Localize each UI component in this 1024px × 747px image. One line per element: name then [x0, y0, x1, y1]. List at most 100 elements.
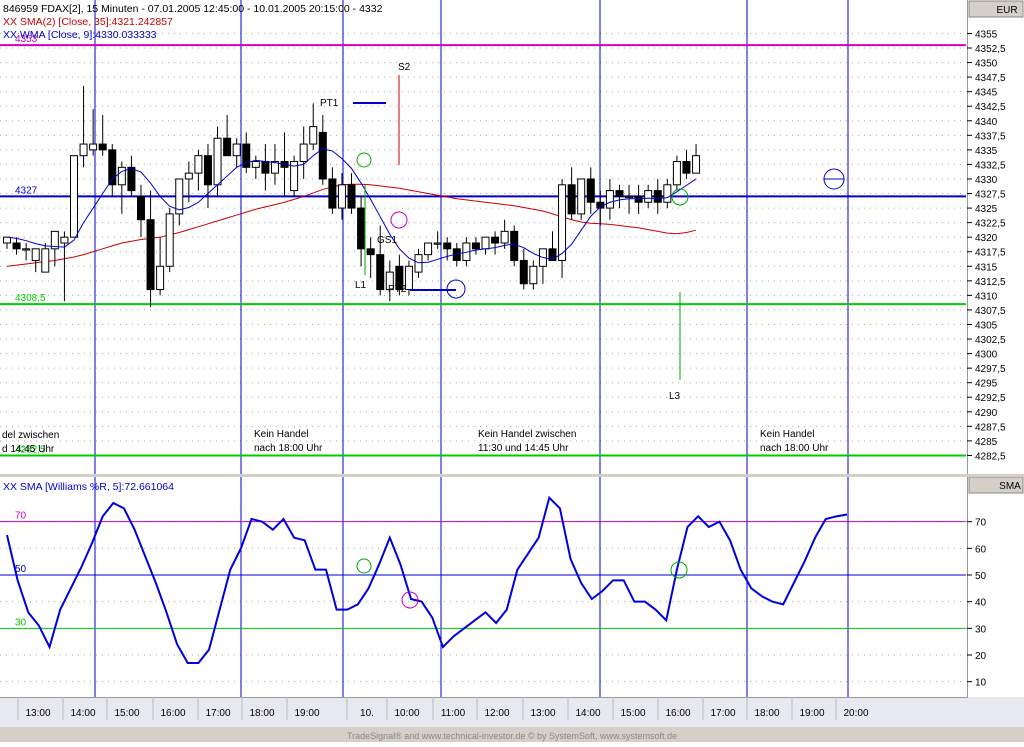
candle — [270, 144, 279, 185]
candle — [395, 254, 404, 296]
candle — [424, 242, 433, 261]
candle-body — [586, 178, 595, 203]
candle-body — [443, 242, 452, 250]
price-tick-label: 4355 — [975, 29, 998, 40]
candle — [337, 173, 346, 220]
candle — [108, 144, 117, 197]
note-c-line1: Kein Handel — [760, 429, 814, 440]
candle — [184, 161, 193, 203]
time-tick-label: 16:00 — [160, 708, 185, 719]
indicator-tick-label: 10 — [975, 678, 987, 689]
candle-body — [89, 143, 98, 151]
candle-body — [491, 236, 500, 244]
price-tick-label: 4307,5 — [975, 306, 1006, 317]
time-tick-label: 18:00 — [754, 708, 779, 719]
candle-body — [175, 178, 184, 215]
candle — [615, 184, 624, 209]
candle-body — [500, 230, 509, 244]
time-tick-label: 10:00 — [394, 708, 419, 719]
candle — [605, 178, 614, 220]
indicator-legend[interactable]: XX SMA [Williams %R, 5]:72.661064 — [3, 481, 174, 493]
candle-body — [203, 155, 212, 186]
candle-body — [50, 230, 59, 250]
candle-body — [223, 137, 232, 157]
candle-body — [347, 184, 356, 209]
candle — [682, 149, 691, 179]
candle — [165, 208, 174, 273]
candle-body — [251, 161, 260, 168]
candle — [634, 184, 643, 214]
candle — [136, 184, 145, 238]
time-tick-label: 20:00 — [843, 708, 868, 719]
candle-body — [12, 242, 21, 250]
level-label: 4327 — [15, 185, 38, 196]
candle — [79, 85, 88, 168]
candle — [366, 237, 375, 278]
candle — [89, 109, 98, 156]
candle-body — [309, 126, 318, 145]
candle — [577, 178, 586, 220]
price-tick-label: 4342,5 — [975, 102, 1006, 113]
price-tick-label: 4340 — [975, 117, 998, 128]
candle — [663, 178, 672, 209]
time-tick-label: 16:00 — [665, 708, 690, 719]
price-tick-label: 4352,5 — [975, 44, 1006, 55]
time-tick-label: 18:00 — [249, 708, 274, 719]
price-tick-label: 4350 — [975, 59, 998, 70]
level-label: 4353 — [15, 34, 38, 45]
wma-legend[interactable]: XX WMA [Close, 9]:4330.033333 — [3, 29, 157, 41]
candle — [328, 167, 337, 214]
candle-body — [481, 236, 490, 250]
indicator-tick-label: 50 — [975, 571, 987, 582]
wma-9-line — [6, 148, 697, 264]
candle — [117, 161, 126, 214]
price-tick-label: 4310 — [975, 291, 998, 302]
time-tick-label: 17:00 — [710, 708, 735, 719]
trade-annotations: PT1 S2 GS1 L1 PT2 L3 — [320, 62, 845, 609]
indicator-signal-2 — [401, 591, 419, 609]
sma-legend[interactable]: XX SMA(2) [Close, 35]:4321.242857 — [3, 16, 173, 28]
price-tick-label: 4305 — [975, 320, 998, 331]
price-axis-ticks: 4355 4352,5 4350 4347,5 4345 4342,5 4340 4337,5… — [967, 29, 1006, 462]
candle — [41, 243, 50, 273]
candle-body — [290, 161, 299, 192]
candle-body — [357, 207, 366, 250]
candle-body — [127, 166, 136, 192]
gs1-label: GS1 — [377, 235, 397, 246]
wma-9-layer — [6, 148, 697, 264]
panel-splitter[interactable] — [0, 474, 1024, 477]
candle-body — [60, 236, 69, 244]
price-tick-label: 4295 — [975, 379, 998, 390]
candle-body — [692, 155, 701, 174]
indicator-axis-title: SMA — [999, 481, 1021, 492]
indicator-signal-1 — [356, 558, 372, 574]
candle-body — [625, 195, 634, 199]
candle — [203, 144, 212, 209]
candle — [299, 126, 308, 179]
candle-body — [663, 184, 672, 203]
price-tick-label: 4285 — [975, 437, 998, 448]
candle — [69, 155, 78, 238]
candle — [31, 248, 40, 273]
candle-body — [634, 195, 643, 203]
price-tick-label: 4312,5 — [975, 277, 1006, 288]
price-tick-label: 4287,5 — [975, 422, 1006, 433]
candle-body — [605, 190, 614, 209]
status-bar — [0, 727, 1024, 742]
time-axis-ticks: 13:00 14:00 15:00 16:00 17:00 18:00 19:00 10. 10… — [17, 697, 869, 720]
candle-body — [567, 184, 576, 215]
candle-body — [424, 242, 433, 256]
time-tick-label: 11:00 — [441, 708, 466, 719]
candle-body — [117, 166, 126, 186]
currency-label-box — [968, 0, 1024, 18]
candle-body — [672, 161, 681, 186]
candle — [548, 231, 557, 261]
note-left-line2: d 14:45 Uhr — [2, 444, 55, 455]
candle-body — [318, 131, 327, 180]
gs1-circle — [390, 211, 408, 229]
candle-body — [31, 248, 40, 261]
price-levels[interactable]: 4353 4327 4308,5 4282,5 — [0, 34, 966, 457]
time-tick-label: 13:00 — [25, 708, 50, 719]
